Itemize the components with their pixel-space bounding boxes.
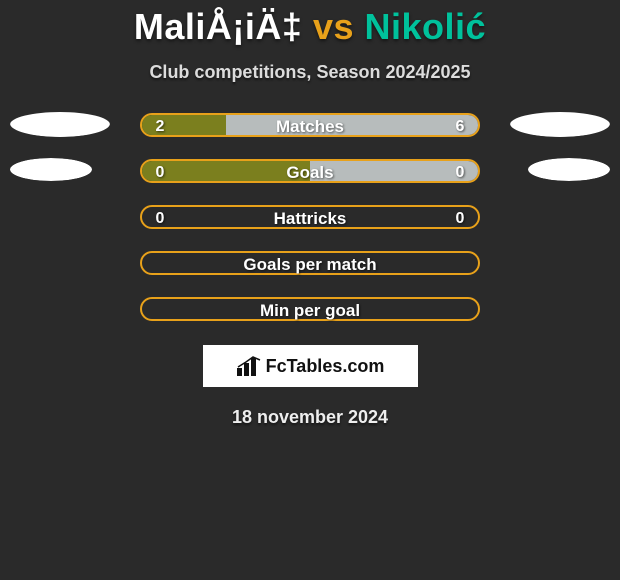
- logo-text: FcTables.com: [266, 356, 385, 377]
- player1-name: MaliÅ¡iÄ‡: [134, 6, 303, 47]
- stat-row: Goals per match: [0, 251, 620, 275]
- page-title: MaliÅ¡iÄ‡ vs Nikolić: [0, 0, 620, 48]
- subtitle: Club competitions, Season 2024/2025: [0, 62, 620, 83]
- stat-bar: Goals per match: [140, 251, 480, 275]
- stat-bar: 26Matches: [140, 113, 480, 137]
- player2-name: Nikolić: [365, 6, 487, 47]
- ellipse-right: [510, 112, 610, 137]
- stat-label: Goals: [142, 161, 478, 185]
- stat-row: 00Goals: [0, 159, 620, 183]
- stat-rows: 26Matches 00Goals 00Hattricks Goals per mat…: [0, 113, 620, 321]
- ellipse-left: [10, 112, 110, 137]
- stat-bar: 00Goals: [140, 159, 480, 183]
- ellipse-left: [10, 158, 92, 181]
- stat-label: Hattricks: [142, 207, 478, 231]
- stat-label: Min per goal: [142, 299, 478, 323]
- stat-label: Goals per match: [142, 253, 478, 277]
- site-logo: FcTables.com: [236, 356, 385, 377]
- stat-label: Matches: [142, 115, 478, 139]
- stat-bar: 00Hattricks: [140, 205, 480, 229]
- vs-text: vs: [313, 6, 354, 47]
- stat-bar: Min per goal: [140, 297, 480, 321]
- date: 18 november 2024: [0, 407, 620, 428]
- chart-icon: [236, 356, 262, 376]
- stat-row: 26Matches: [0, 113, 620, 137]
- ellipse-right: [528, 158, 610, 181]
- stat-row: 00Hattricks: [0, 205, 620, 229]
- comparison-card: MaliÅ¡iÄ‡ vs Nikolić Club competitions, …: [0, 0, 620, 580]
- stat-row: Min per goal: [0, 297, 620, 321]
- logo-box: FcTables.com: [203, 345, 418, 387]
